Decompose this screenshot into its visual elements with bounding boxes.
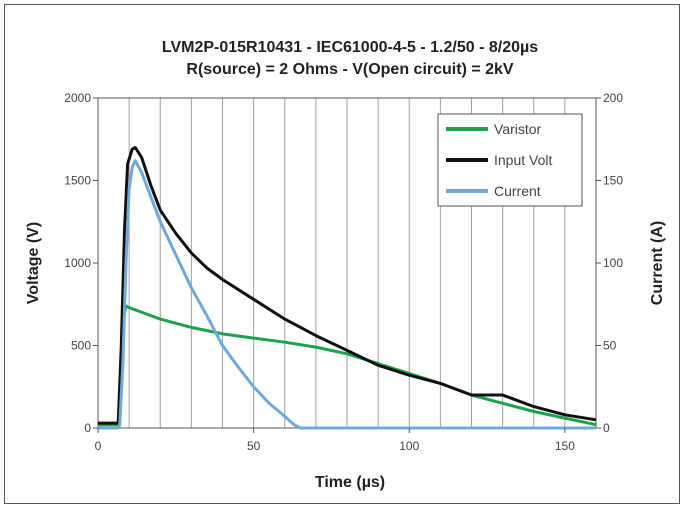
chart-frame: [4, 4, 680, 504]
x-tick-label: 150: [555, 439, 575, 453]
y2-axis-title: Current (A): [649, 221, 666, 305]
y2-tick-label: 100: [603, 256, 623, 270]
y-tick-label: 0: [84, 421, 91, 435]
y-tick-label: 1500: [64, 174, 91, 188]
series-line-current: [98, 159, 596, 430]
x-tick-label: 50: [247, 439, 261, 453]
y2-tick-label: 50: [603, 339, 617, 353]
y2-tick-label: 200: [603, 91, 623, 105]
chart-title-line-1: LVM2P-015R10431 - IEC61000-4-5 - 1.2/50 …: [162, 39, 538, 56]
legend-label: Input Volt: [494, 152, 552, 168]
x-axis-title: Time (µs): [315, 474, 385, 491]
legend-label: Current: [494, 183, 541, 199]
x-tick-label: 100: [399, 439, 419, 453]
chart-title-line-2: R(source) = 2 Ohms - V(Open circuit) = 2…: [186, 61, 514, 78]
y2-tick-label: 0: [603, 421, 610, 435]
y-tick-label: 2000: [64, 91, 91, 105]
legend: Varistor Input Volt Current: [437, 113, 583, 207]
x-tick-label: 0: [95, 439, 102, 453]
series-line-input-volt: [98, 146, 597, 425]
y-tick-label: 1000: [64, 256, 91, 270]
legend-label: Varistor: [494, 121, 542, 137]
y-tick-label: 500: [71, 339, 91, 353]
y-axis-title: Voltage (V): [25, 222, 42, 304]
y2-tick-label: 150: [603, 174, 623, 188]
series-layer: [98, 146, 597, 430]
